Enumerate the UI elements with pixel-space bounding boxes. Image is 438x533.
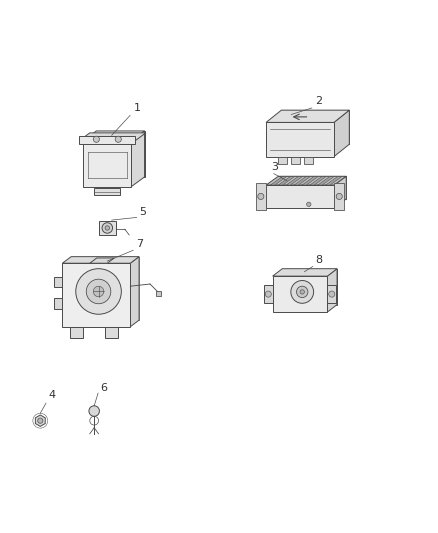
Polygon shape	[35, 415, 45, 426]
Polygon shape	[328, 285, 336, 303]
Polygon shape	[272, 269, 337, 276]
Polygon shape	[71, 257, 139, 320]
Polygon shape	[96, 131, 145, 177]
Polygon shape	[94, 188, 120, 195]
Circle shape	[300, 290, 304, 294]
Text: 6: 6	[101, 383, 108, 393]
Text: 8: 8	[315, 255, 322, 265]
Polygon shape	[294, 177, 310, 185]
Polygon shape	[266, 176, 346, 185]
Polygon shape	[281, 110, 350, 144]
Polygon shape	[131, 131, 145, 187]
Circle shape	[336, 193, 343, 199]
Polygon shape	[272, 276, 328, 312]
Polygon shape	[54, 298, 63, 309]
Polygon shape	[83, 141, 131, 187]
Circle shape	[93, 136, 99, 142]
Polygon shape	[335, 183, 344, 209]
Circle shape	[291, 280, 314, 303]
Circle shape	[102, 223, 113, 233]
Polygon shape	[79, 136, 135, 144]
Polygon shape	[318, 177, 334, 185]
Circle shape	[115, 136, 121, 142]
Polygon shape	[283, 269, 337, 304]
Polygon shape	[278, 157, 287, 164]
Polygon shape	[279, 177, 294, 185]
Polygon shape	[266, 185, 334, 208]
Circle shape	[76, 269, 121, 314]
Circle shape	[297, 286, 308, 297]
Polygon shape	[63, 257, 139, 263]
Polygon shape	[271, 177, 286, 185]
Polygon shape	[302, 177, 318, 185]
Circle shape	[307, 202, 311, 206]
Polygon shape	[266, 110, 350, 123]
Polygon shape	[264, 285, 272, 303]
Polygon shape	[156, 290, 161, 296]
Polygon shape	[286, 177, 302, 185]
Polygon shape	[70, 327, 83, 338]
Circle shape	[105, 226, 110, 230]
Circle shape	[258, 193, 264, 199]
Polygon shape	[279, 176, 346, 199]
Polygon shape	[334, 110, 350, 157]
Text: 3: 3	[272, 162, 279, 172]
Polygon shape	[54, 277, 63, 287]
Text: 1: 1	[134, 103, 141, 113]
Circle shape	[86, 279, 111, 304]
Circle shape	[265, 291, 271, 297]
Polygon shape	[304, 157, 313, 164]
Text: 2: 2	[315, 96, 322, 107]
Polygon shape	[131, 257, 139, 327]
Polygon shape	[266, 123, 334, 157]
Polygon shape	[328, 269, 337, 312]
Polygon shape	[256, 183, 265, 209]
Polygon shape	[326, 177, 342, 185]
Polygon shape	[63, 263, 131, 327]
Circle shape	[89, 406, 99, 416]
Polygon shape	[291, 157, 300, 164]
Text: 7: 7	[136, 239, 143, 249]
Text: 5: 5	[139, 207, 146, 217]
Circle shape	[328, 291, 335, 297]
Polygon shape	[105, 327, 118, 338]
Polygon shape	[79, 133, 146, 141]
Text: 4: 4	[48, 390, 55, 400]
Polygon shape	[99, 221, 116, 235]
Polygon shape	[310, 177, 326, 185]
Circle shape	[93, 286, 104, 297]
Circle shape	[38, 418, 43, 423]
Polygon shape	[334, 176, 346, 208]
Polygon shape	[83, 131, 145, 141]
Polygon shape	[90, 258, 114, 263]
